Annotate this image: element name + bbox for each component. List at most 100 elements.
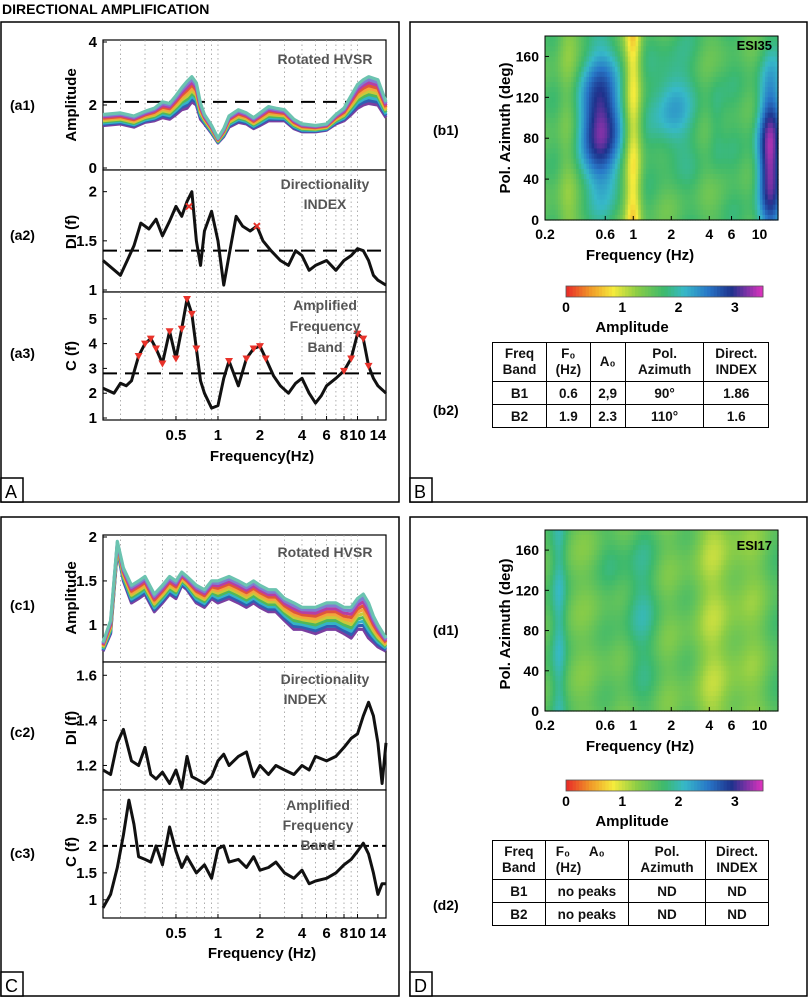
heatmap-cell xyxy=(721,163,725,170)
heatmap-cell xyxy=(617,615,621,622)
heatmap-cell xyxy=(726,214,730,221)
heatmap-cell xyxy=(648,71,652,78)
heatmap-cell xyxy=(746,61,751,68)
heatmap-cell xyxy=(565,158,569,165)
heatmap-cell xyxy=(682,158,686,165)
heatmap-cell xyxy=(638,690,642,697)
heatmap-cell xyxy=(705,112,709,119)
heatmap-cell xyxy=(560,36,564,42)
heatmap-cell xyxy=(547,700,551,707)
heatmap-cell xyxy=(609,670,613,677)
heatmap-cell xyxy=(674,92,678,98)
heatmap-cell xyxy=(555,670,559,677)
heatmap-cell xyxy=(633,194,637,201)
heatmap-cell xyxy=(586,117,590,124)
heatmap-cell xyxy=(586,174,590,180)
heatmap-cell xyxy=(596,174,600,180)
heatmap-cell xyxy=(614,700,619,707)
heatmap-cell xyxy=(708,102,712,109)
heatmap-cell xyxy=(560,705,564,712)
heatmap-cell xyxy=(552,570,556,576)
heatmap-cell xyxy=(594,153,598,160)
heatmap-cell xyxy=(648,112,652,119)
heatmap-cell xyxy=(565,610,569,617)
heatmap-cell xyxy=(645,92,650,98)
heatmap-cell xyxy=(721,174,725,180)
heatmap-cell xyxy=(557,660,562,667)
heatmap-cell xyxy=(625,51,629,58)
heatmap-cell xyxy=(589,580,593,586)
heatmap-cell xyxy=(682,214,686,221)
heatmap-cell xyxy=(640,555,644,561)
heatmap-cell xyxy=(627,615,632,622)
heatmap-cell xyxy=(630,565,634,571)
heatmap-cell xyxy=(757,168,761,175)
heatmap-cell xyxy=(697,194,701,201)
heatmap-cell xyxy=(625,645,629,652)
heatmap-cell xyxy=(617,690,621,697)
heatmap-cell xyxy=(591,550,595,556)
heatmap-cell xyxy=(576,645,580,652)
heatmap-cell xyxy=(552,680,556,687)
heatmap-cell xyxy=(697,36,701,42)
heatmap-cell xyxy=(617,71,621,78)
heatmap-cell xyxy=(596,214,600,221)
heatmap-cell xyxy=(583,133,588,139)
heatmap-cell xyxy=(617,695,621,702)
heatmap-cell xyxy=(586,590,590,596)
heatmap-cell xyxy=(609,66,613,73)
heatmap-cell xyxy=(578,650,582,657)
heatmap-cell xyxy=(697,76,701,83)
heatmap-cell xyxy=(599,143,603,150)
heatmap-cell xyxy=(682,82,686,88)
heatmap-cell xyxy=(583,630,588,637)
heatmap-cell xyxy=(596,41,600,47)
heatmap-cell xyxy=(728,214,732,221)
heatmap-cell xyxy=(599,580,603,586)
heatmap-cell xyxy=(545,600,549,607)
heatmap-cell xyxy=(754,102,758,109)
corner-letter-A: A xyxy=(5,482,17,502)
heatmap-cell xyxy=(591,700,595,707)
heatmap-cell xyxy=(581,635,585,642)
heatmap-cell xyxy=(702,46,707,52)
heatmap-cell xyxy=(547,209,551,216)
heatmap-cell xyxy=(550,107,554,114)
heatmap-cell xyxy=(645,148,650,155)
heatmap-cell xyxy=(630,615,634,622)
heatmap-cell xyxy=(640,610,644,617)
heatmap-cell xyxy=(614,550,619,556)
heatmap-cell xyxy=(620,76,624,83)
heatmap-cell xyxy=(630,199,634,206)
heatmap-cell xyxy=(625,179,629,185)
heatmap-cell xyxy=(765,51,769,58)
heatmap-cell xyxy=(728,41,732,47)
heatmap-cell xyxy=(754,56,758,63)
heatmap-cell xyxy=(736,46,740,52)
heatmap-cell xyxy=(767,87,771,93)
heatmap-cell xyxy=(573,575,577,581)
heatmap-cell xyxy=(591,665,595,672)
heatmap-cell xyxy=(635,133,639,139)
heatmap-cell xyxy=(710,112,714,119)
heatmap-cell xyxy=(671,184,676,190)
heatmap-cell xyxy=(573,179,577,185)
heatmap-cell xyxy=(741,41,745,47)
heatmap-cell xyxy=(692,122,696,129)
heatmap-cell xyxy=(591,97,595,104)
heatmap-cell xyxy=(759,168,764,175)
heatmap-cell xyxy=(741,184,745,190)
heatmap-cell xyxy=(568,143,572,150)
heatmap-cell xyxy=(713,148,717,155)
heatmap-cell xyxy=(552,189,556,196)
heatmap-cell xyxy=(555,655,559,662)
heatmap-cell xyxy=(635,570,639,576)
heatmap-cell xyxy=(772,71,777,78)
heatmap-cell xyxy=(666,204,670,211)
heatmap-cell xyxy=(563,61,567,68)
heatmap-cell xyxy=(563,620,567,627)
heatmap-cell xyxy=(687,36,691,42)
heatmap-cell xyxy=(583,695,588,702)
heatmap-cell xyxy=(560,580,564,586)
heatmap-cell xyxy=(555,148,559,155)
